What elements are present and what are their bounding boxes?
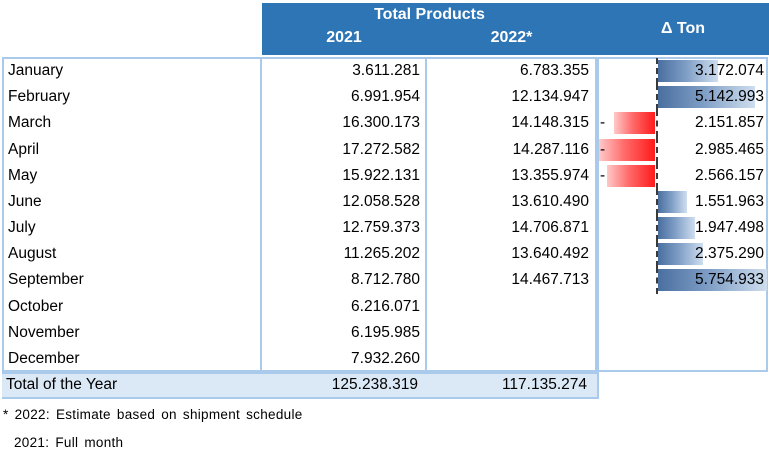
month-cell[interactable]: August: [8, 245, 57, 263]
value-2021-cell[interactable]: 17.272.582: [342, 140, 420, 158]
delta-data-bar: [658, 86, 755, 109]
delta-value-cell[interactable]: 5.142.993: [695, 88, 764, 106]
month-cell[interactable]: February: [8, 88, 71, 106]
header-total-products-cell[interactable]: Total Products: [374, 6, 485, 23]
value-2021-cell[interactable]: 12.058.528: [342, 192, 420, 210]
delta-zero-axis-line: [656, 110, 658, 137]
negative-sign: -: [600, 166, 606, 184]
table-row: May 15.922.131 13.355.974- 2.566.157: [2, 162, 768, 189]
delta-zero-axis-line: [656, 215, 658, 242]
footnote-2021-full-month: 2021: Full month: [14, 435, 124, 450]
delta-data-bar: [658, 190, 687, 213]
month-cell[interactable]: October: [8, 297, 64, 315]
table-row: November 6.195.985: [2, 320, 768, 346]
delta-data-bar: [658, 217, 695, 240]
value-2021-cell[interactable]: 16.300.173: [342, 114, 420, 132]
table-row: January 3.611.281 6.783.355 3.172.074: [2, 58, 768, 85]
month-cell[interactable]: July: [8, 219, 36, 237]
total-row: Total of the Year 125.238.319 117.135.27…: [2, 372, 597, 399]
value-2022-cell[interactable]: 14.287.116: [512, 140, 589, 158]
value-2021-cell[interactable]: 6.195.985: [351, 323, 420, 341]
delta-data-bar: [658, 269, 767, 292]
column-divider-month-2021: [260, 57, 262, 372]
month-cell[interactable]: June: [8, 192, 42, 210]
table-row: August 11.265.202 13.640.492 2.375.290: [2, 241, 768, 268]
table-row: February 6.991.954 12.134.947 5.142.993: [2, 84, 768, 111]
negative-sign: -: [600, 114, 606, 132]
month-cell[interactable]: January: [8, 62, 64, 79]
table-body-border: [2, 57, 597, 372]
header-delta-ton-cell[interactable]: Δ Ton: [660, 20, 706, 37]
delta-zero-axis-line: [656, 162, 658, 189]
delta-zero-axis-line: [656, 241, 658, 268]
value-2022-cell[interactable]: [426, 294, 589, 320]
table-row: July 12.759.373 14.706.871 1.947.498: [2, 215, 768, 242]
delta-value-cell[interactable]: 1.947.498: [695, 219, 764, 237]
total-2022-cell[interactable]: 117.135.274: [501, 376, 587, 393]
value-2022-cell[interactable]: 14.467.713: [511, 271, 589, 289]
table-header: Total Products 2021 2022* Δ Ton: [262, 3, 769, 55]
delta-column-border-segment: [597, 372, 599, 399]
delta-zero-axis-line: [656, 267, 658, 294]
delta-zero-axis-line: [656, 84, 658, 111]
month-cell[interactable]: March: [8, 114, 52, 132]
delta-data-bar: [607, 164, 655, 187]
delta-column-border: [597, 57, 768, 372]
table-row: April 17.272.582 14.287.116- 2.985.465: [2, 136, 768, 163]
month-cell[interactable]: December: [8, 349, 80, 367]
value-2022-cell[interactable]: 14.706.871: [511, 219, 589, 237]
value-2022-cell[interactable]: 13.355.974: [511, 166, 589, 184]
total-label-cell[interactable]: Total of the Year: [6, 376, 118, 393]
month-cell[interactable]: November: [8, 323, 80, 341]
value-2022-cell[interactable]: 13.640.492: [511, 245, 589, 263]
table-row: October 6.216.071: [2, 294, 768, 320]
table-row: March 16.300.173 14.148.315- 2.151.857: [2, 110, 768, 137]
value-2021-cell[interactable]: 6.216.071: [351, 297, 420, 315]
value-2022-cell[interactable]: 6.783.355: [520, 62, 589, 79]
month-cell[interactable]: September: [8, 271, 84, 289]
delta-data-bar: [614, 112, 655, 135]
delta-value-cell[interactable]: 2.375.290: [695, 245, 764, 263]
value-2021-cell[interactable]: 11.265.202: [343, 245, 420, 263]
delta-data-bar: [658, 243, 703, 266]
value-2022-cell[interactable]: [426, 320, 589, 346]
delta-value-cell[interactable]: 5.754.933: [695, 271, 764, 289]
value-2021-cell[interactable]: 12.759.373: [342, 219, 420, 237]
value-2022-cell[interactable]: [426, 346, 589, 372]
delta-value-cell[interactable]: 2.151.857: [695, 114, 764, 132]
negative-sign: -: [600, 140, 606, 158]
value-2022-cell[interactable]: 13.610.490: [511, 192, 589, 210]
value-2021-cell[interactable]: 15.922.131: [342, 166, 420, 184]
value-2021-cell[interactable]: 3.611.281: [352, 62, 420, 79]
delta-value-cell[interactable]: 1.551.963: [695, 192, 764, 210]
value-2022-cell[interactable]: 12.134.947: [511, 88, 589, 106]
delta-value-cell[interactable]: 2.566.157: [695, 166, 764, 184]
delta-value-cell[interactable]: 3.172.074: [695, 62, 764, 79]
value-2021-cell[interactable]: 8.712.780: [351, 271, 420, 289]
delta-zero-axis-line: [656, 58, 658, 85]
delta-zero-axis-line: [656, 136, 658, 163]
table-rows: January 3.611.281 6.783.355 3.172.074 Februa…: [2, 58, 768, 372]
total-2021-cell[interactable]: 125.238.319: [331, 376, 418, 393]
delta-data-bar: [658, 60, 718, 82]
table-row: September 8.712.780 14.467.713 5.754.933: [2, 267, 768, 294]
delta-value-cell[interactable]: 2.985.465: [695, 140, 764, 158]
table-row: December 7.932.260: [2, 346, 768, 372]
value-2022-cell[interactable]: 14.148.315: [511, 114, 589, 132]
table-row: June 12.058.528 13.610.490 1.551.963: [2, 188, 768, 216]
footnote-2022-estimate: * 2022: Estimate based on shipment sched…: [3, 407, 303, 422]
value-2021-cell[interactable]: 7.932.260: [351, 349, 420, 367]
column-divider-2021-2022: [425, 57, 427, 372]
delta-zero-axis-line: [656, 188, 658, 216]
month-cell[interactable]: April: [8, 140, 40, 158]
header-2021-cell[interactable]: 2021: [326, 29, 362, 46]
month-cell[interactable]: May: [8, 166, 38, 184]
header-2022-cell[interactable]: 2022*: [490, 29, 533, 46]
value-2021-cell[interactable]: 6.991.954: [351, 88, 420, 106]
delta-data-bar: [599, 138, 655, 161]
